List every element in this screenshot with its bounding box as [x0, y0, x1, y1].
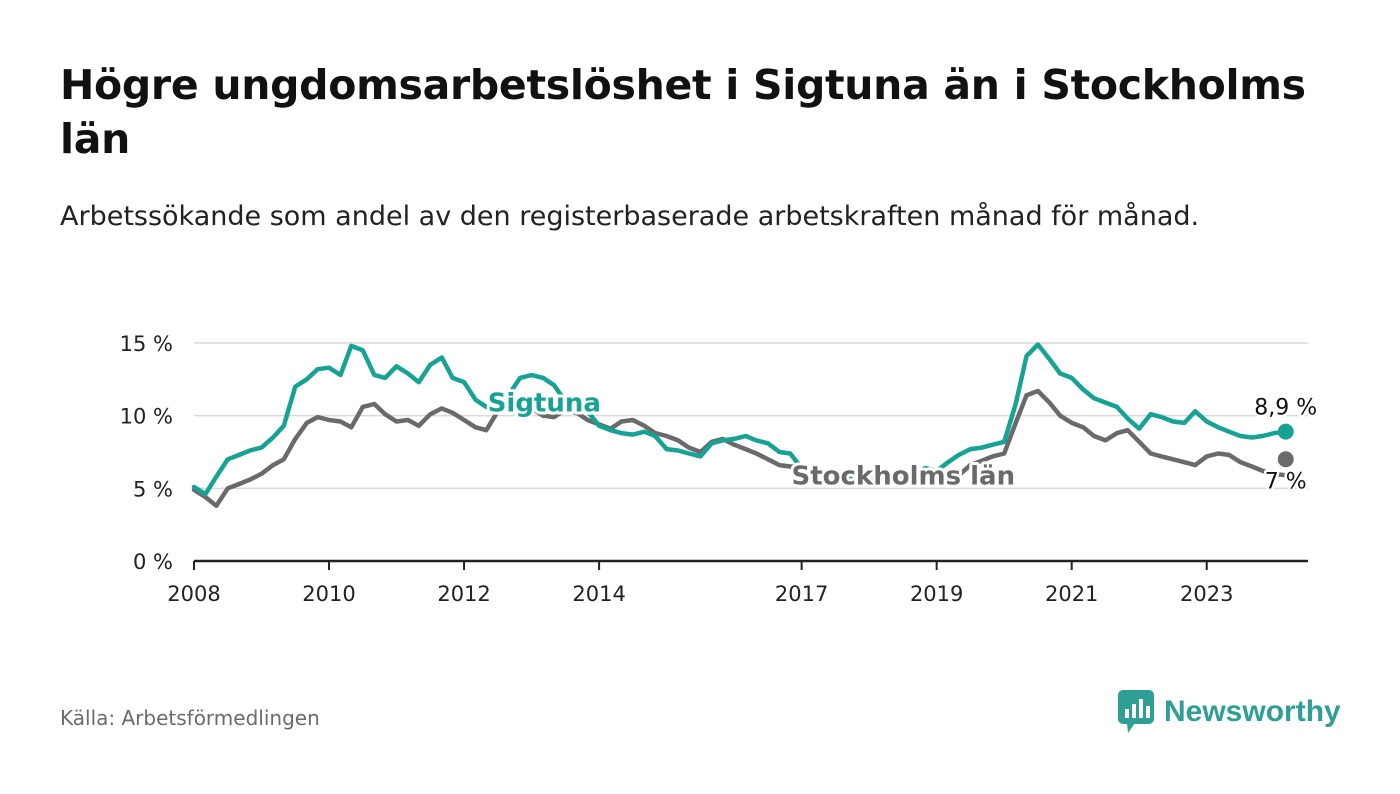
brand-name: Newsworthy: [1164, 695, 1341, 728]
x-tick-label: 2019: [910, 582, 963, 606]
end-value-label-sigtuna: 8,9 %: [1254, 396, 1317, 421]
end-marker-stockholm: [1277, 451, 1294, 468]
x-tick-label: 2014: [572, 582, 625, 606]
brand-logo[interactable]: Newsworthy: [1118, 690, 1341, 734]
end-value-label-stockholm: 7 %: [1265, 469, 1307, 494]
x-tick-label: 2012: [437, 582, 490, 606]
series-line-sigtuna: [191, 342, 1288, 497]
x-tick-label: 2023: [1180, 582, 1233, 606]
x-tick-label: 2017: [775, 582, 828, 606]
bar-chart-speech-bubble-icon: [1118, 690, 1154, 733]
chart-title: Högre ungdomsarbetslöshet i Sigtuna än i…: [60, 61, 1306, 163]
chart-subtitle: Arbetssökande som andel av den registerb…: [60, 201, 1200, 232]
y-tick-label: 10 %: [120, 405, 173, 429]
y-tick-label: 15 %: [120, 332, 173, 356]
end-marker-sigtuna: [1277, 423, 1294, 440]
x-tick-label: 2008: [167, 582, 220, 606]
source-note: Källa: Arbetsförmedlingen: [60, 706, 320, 730]
series-line-stockholm: [191, 388, 1288, 509]
x-tick-label: 2010: [302, 582, 355, 606]
series-label-stockholm: Stockholms län: [792, 461, 1016, 491]
series-label-sigtuna: Sigtuna: [488, 389, 601, 419]
x-tick-label: 2021: [1045, 582, 1098, 606]
y-tick-label: 5 %: [133, 477, 173, 501]
y-tick-label: 0 %: [133, 550, 173, 574]
